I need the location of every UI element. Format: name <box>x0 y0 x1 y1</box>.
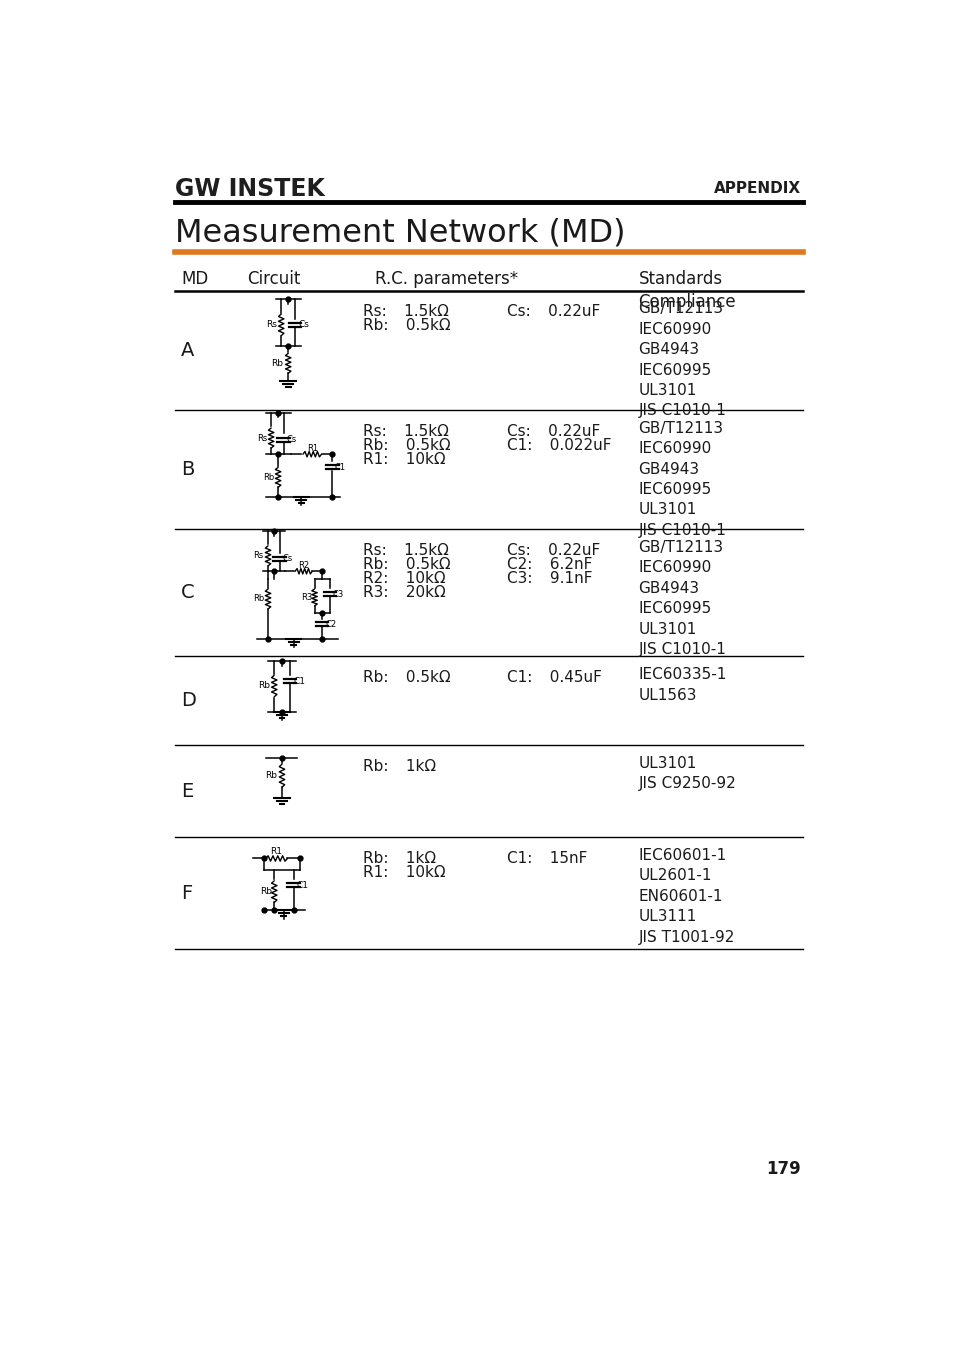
Text: Cs:   0.22uF: Cs: 0.22uF <box>506 543 599 558</box>
Text: MD: MD <box>181 270 209 288</box>
Text: Rb: Rb <box>259 887 272 896</box>
Text: C1: C1 <box>335 463 345 471</box>
Text: R1: R1 <box>271 846 282 856</box>
Text: Rs:   1.5kΩ: Rs: 1.5kΩ <box>363 543 449 558</box>
Text: Rs:   1.5kΩ: Rs: 1.5kΩ <box>363 424 449 439</box>
Text: C3:   9.1nF: C3: 9.1nF <box>506 571 592 586</box>
Text: IEC60335-1
UL1563: IEC60335-1 UL1563 <box>638 667 726 702</box>
Text: R3:   20kΩ: R3: 20kΩ <box>363 585 446 599</box>
Text: C1: C1 <box>293 676 305 686</box>
Text: R1:   10kΩ: R1: 10kΩ <box>363 865 446 880</box>
Text: Rs:   1.5kΩ: Rs: 1.5kΩ <box>363 305 449 320</box>
Text: R1:   10kΩ: R1: 10kΩ <box>363 451 446 467</box>
Text: Standards
Compliance: Standards Compliance <box>638 270 736 312</box>
Text: Rs: Rs <box>256 433 267 443</box>
Text: Rb: Rb <box>258 682 270 690</box>
Text: D: D <box>181 691 196 710</box>
Text: C1:   0.022uF: C1: 0.022uF <box>506 437 611 452</box>
Text: 179: 179 <box>765 1160 801 1179</box>
Text: Rb:   1kΩ: Rb: 1kΩ <box>363 850 436 867</box>
Text: Rb:   0.5kΩ: Rb: 0.5kΩ <box>363 558 451 572</box>
Text: C2:   6.2nF: C2: 6.2nF <box>506 558 592 572</box>
Text: Rs: Rs <box>253 551 264 560</box>
Text: Cs: Cs <box>286 435 296 444</box>
Text: R2:   10kΩ: R2: 10kΩ <box>363 571 446 586</box>
Text: C: C <box>181 583 194 602</box>
Text: GB/T12113
IEC60990
GB4943
IEC60995
UL3101
JIS C1010-1: GB/T12113 IEC60990 GB4943 IEC60995 UL310… <box>638 301 725 418</box>
Text: Rb:   1kΩ: Rb: 1kΩ <box>363 759 436 774</box>
Text: IEC60601-1
UL2601-1
EN60601-1
UL3111
JIS T1001-92: IEC60601-1 UL2601-1 EN60601-1 UL3111 JIS… <box>638 848 734 945</box>
Text: UL3101
JIS C9250-92: UL3101 JIS C9250-92 <box>638 756 736 791</box>
Text: C1:   15nF: C1: 15nF <box>506 850 586 867</box>
Text: E: E <box>181 782 193 801</box>
Text: Circuit: Circuit <box>247 270 300 288</box>
Text: C1: C1 <box>295 882 308 890</box>
Text: GB/T12113
IEC60990
GB4943
IEC60995
UL3101
JIS C1010-1: GB/T12113 IEC60990 GB4943 IEC60995 UL310… <box>638 421 725 537</box>
Text: F: F <box>181 884 193 903</box>
Text: Cs: Cs <box>298 320 309 329</box>
Text: R.C. parameters*: R.C. parameters* <box>375 270 517 288</box>
Text: C1:   0.45uF: C1: 0.45uF <box>506 670 601 686</box>
Text: Rb: Rb <box>271 359 283 367</box>
Text: R1: R1 <box>306 444 317 452</box>
Text: Rb:   0.5kΩ: Rb: 0.5kΩ <box>363 319 451 333</box>
Text: C3: C3 <box>332 590 343 599</box>
Text: Cs:   0.22uF: Cs: 0.22uF <box>506 424 599 439</box>
Text: Cs:   0.22uF: Cs: 0.22uF <box>506 305 599 320</box>
Text: C2: C2 <box>325 620 336 629</box>
Text: APPENDIX: APPENDIX <box>714 181 801 197</box>
Text: GW INSTEK: GW INSTEK <box>174 177 325 201</box>
Text: Rb:   0.5kΩ: Rb: 0.5kΩ <box>363 437 451 452</box>
Text: B: B <box>181 460 194 479</box>
Text: GB/T12113
IEC60990
GB4943
IEC60995
UL3101
JIS C1010-1: GB/T12113 IEC60990 GB4943 IEC60995 UL310… <box>638 540 725 657</box>
Text: A: A <box>181 340 194 359</box>
Text: Rb: Rb <box>265 771 277 780</box>
Text: Cs: Cs <box>282 555 293 563</box>
Text: R3: R3 <box>301 593 312 602</box>
Text: Rb:   0.5kΩ: Rb: 0.5kΩ <box>363 670 451 686</box>
Text: Rb: Rb <box>263 472 274 482</box>
Text: Measurement Network (MD): Measurement Network (MD) <box>174 217 625 248</box>
Text: R2: R2 <box>298 560 309 570</box>
Text: Rb: Rb <box>253 594 264 603</box>
Text: Rs: Rs <box>266 320 276 329</box>
